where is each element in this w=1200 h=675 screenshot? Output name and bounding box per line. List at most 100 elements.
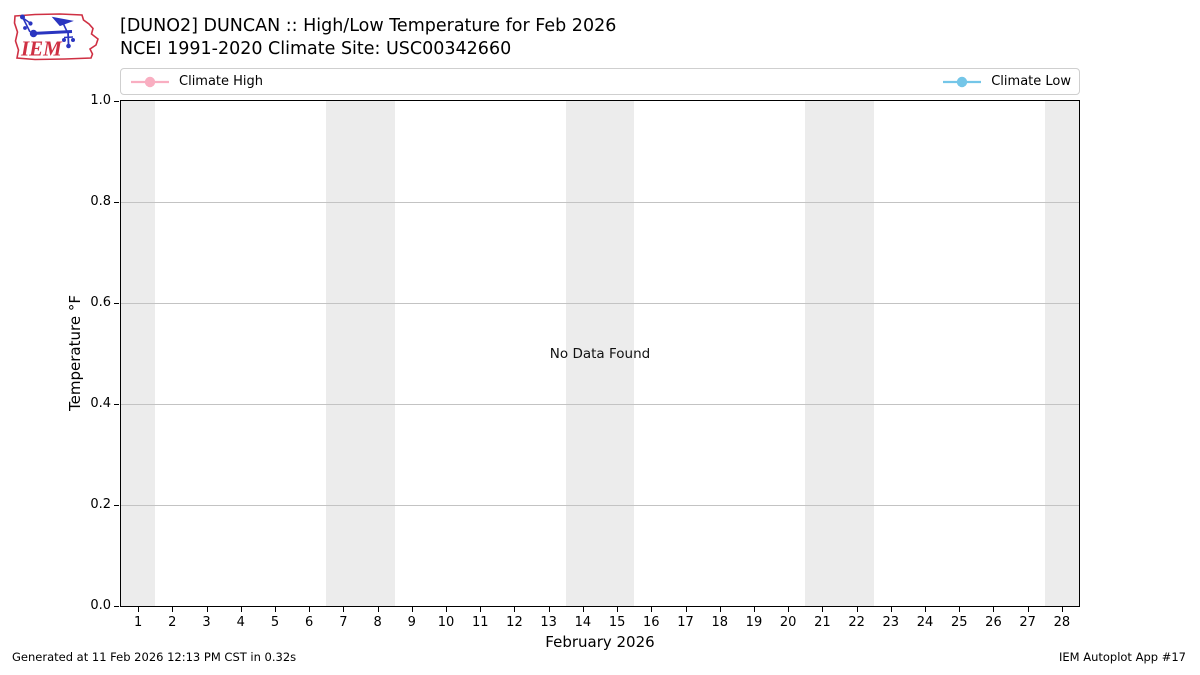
weather-vane-icon: [20, 14, 75, 49]
x-tick-label: 26: [985, 615, 1002, 630]
weekend-shading-band: [805, 101, 874, 606]
x-tick-label: 12: [506, 615, 523, 630]
x-tick-label: 21: [814, 615, 831, 630]
legend: Climate High Climate Low: [120, 68, 1080, 95]
y-tick-label: 0.2: [90, 497, 111, 513]
chart-title: [DUNO2] DUNCAN :: High/Low Temperature f…: [120, 16, 617, 36]
y-tick-mark: [114, 505, 119, 506]
chart-header: [DUNO2] DUNCAN :: High/Low Temperature f…: [120, 15, 616, 61]
x-tick-mark: [343, 607, 345, 612]
legend-label-climate-low: Climate Low: [991, 74, 1071, 89]
x-tick-mark: [274, 607, 276, 612]
x-tick-mark: [309, 607, 311, 612]
x-tick-mark: [617, 607, 619, 612]
iowa-outline-icon: [13, 13, 99, 61]
x-tick-mark: [206, 607, 208, 612]
legend-entry-climate-low: Climate Low: [941, 74, 1071, 89]
x-tick-label: 14: [574, 615, 592, 630]
x-tick-mark: [446, 607, 448, 612]
x-tick-label: 22: [848, 615, 865, 630]
x-tick-mark: [753, 607, 755, 612]
x-tick-label: 11: [471, 615, 489, 630]
x-axis-label: February 2026: [545, 633, 655, 651]
x-tick-label: 6: [305, 615, 314, 630]
x-tick-mark: [138, 607, 140, 612]
x-tick-mark: [377, 607, 379, 612]
y-tick-mark: [114, 606, 119, 607]
x-tick-mark: [651, 607, 653, 612]
iem-logo: IEM: [13, 13, 99, 61]
x-tick-label: 2: [168, 615, 177, 630]
x-tick-label: 24: [916, 615, 934, 630]
x-tick-label: 10: [437, 615, 455, 630]
x-tick-mark: [514, 607, 516, 612]
y-tick-label: 0.0: [90, 598, 111, 614]
x-tick-mark: [1061, 607, 1063, 612]
x-tick-mark: [822, 607, 824, 612]
x-tick-label: 16: [643, 615, 660, 630]
iem-logo-text: IEM: [20, 37, 63, 61]
x-tick-label: 9: [407, 615, 416, 630]
climate-high-marker-icon: [131, 76, 169, 87]
x-tick-label: 18: [711, 615, 729, 630]
x-tick-label: 4: [236, 615, 245, 630]
x-tick-label: 1: [133, 615, 143, 630]
x-tick-mark: [548, 607, 550, 612]
y-tick-label: 1.0: [90, 93, 111, 109]
x-tick-mark: [1027, 607, 1029, 612]
legend-entry-climate-high: Climate High: [129, 74, 263, 89]
x-tick-mark: [582, 607, 584, 612]
y-tick-mark: [114, 101, 119, 102]
generated-timestamp: Generated at 11 Feb 2026 12:13 PM CST in…: [12, 650, 297, 664]
x-tick-label: 7: [339, 615, 348, 630]
weekend-shading-band: [121, 101, 156, 606]
x-tick-label: 27: [1019, 615, 1036, 630]
legend-label-climate-high: Climate High: [179, 74, 264, 89]
y-tick-label: 0.6: [90, 295, 111, 311]
x-axis-ticks: 1 2 3 4 5 6 7 8 9 10 11 12 13 14 15 16 17 18 19 20 21 22 23 24 2…: [121, 607, 1079, 637]
chart-subtitle: NCEI 1991-2020 Climate Site: USC00342660: [120, 39, 512, 59]
y-tick-mark: [114, 202, 119, 203]
x-tick-label: 15: [608, 615, 626, 630]
x-tick-label: 8: [373, 615, 382, 630]
y-tick-label: 0.8: [90, 194, 111, 210]
y-tick-mark: [114, 404, 119, 405]
y-tick-label: 0.4: [90, 396, 111, 412]
gridline: [121, 404, 1079, 405]
x-tick-mark: [993, 607, 995, 612]
x-tick-mark: [925, 607, 927, 612]
app-credit: IEM Autoplot App #17: [1058, 650, 1186, 664]
x-tick-label: 5: [270, 615, 280, 630]
x-tick-mark: [890, 607, 892, 612]
weekend-shading-band: [326, 101, 395, 606]
x-tick-label: 3: [202, 615, 211, 630]
x-tick-label: 20: [779, 615, 797, 630]
x-tick-mark: [685, 607, 687, 612]
x-tick-label: 19: [745, 615, 763, 630]
x-tick-mark: [411, 607, 413, 612]
climate-low-marker-icon: [943, 76, 982, 87]
gridline: [121, 505, 1079, 506]
gridline: [121, 202, 1079, 203]
x-tick-mark: [959, 607, 961, 612]
no-data-message: No Data Found: [549, 345, 651, 362]
x-tick-label: 28: [1053, 615, 1071, 630]
x-tick-mark: [480, 607, 482, 612]
y-axis-label: Temperature °F: [66, 295, 84, 411]
x-tick-mark: [719, 607, 721, 612]
plot-area: No Data Found: [120, 100, 1080, 607]
x-tick-label: 17: [677, 615, 694, 630]
x-tick-label: 23: [882, 615, 900, 630]
y-tick-mark: [114, 303, 119, 304]
x-tick-label: 25: [950, 615, 968, 630]
x-tick-mark: [240, 607, 242, 612]
x-tick-label: 13: [540, 615, 557, 630]
gridline: [121, 303, 1079, 304]
weekend-shading-band: [1044, 101, 1079, 606]
y-axis-ticks: 0.0 0.2 0.4 0.6 0.8 1.0: [0, 93, 120, 613]
x-tick-mark: [172, 607, 174, 612]
x-tick-mark: [788, 607, 790, 612]
x-tick-mark: [856, 607, 858, 612]
weekend-shading-band: [565, 101, 635, 606]
